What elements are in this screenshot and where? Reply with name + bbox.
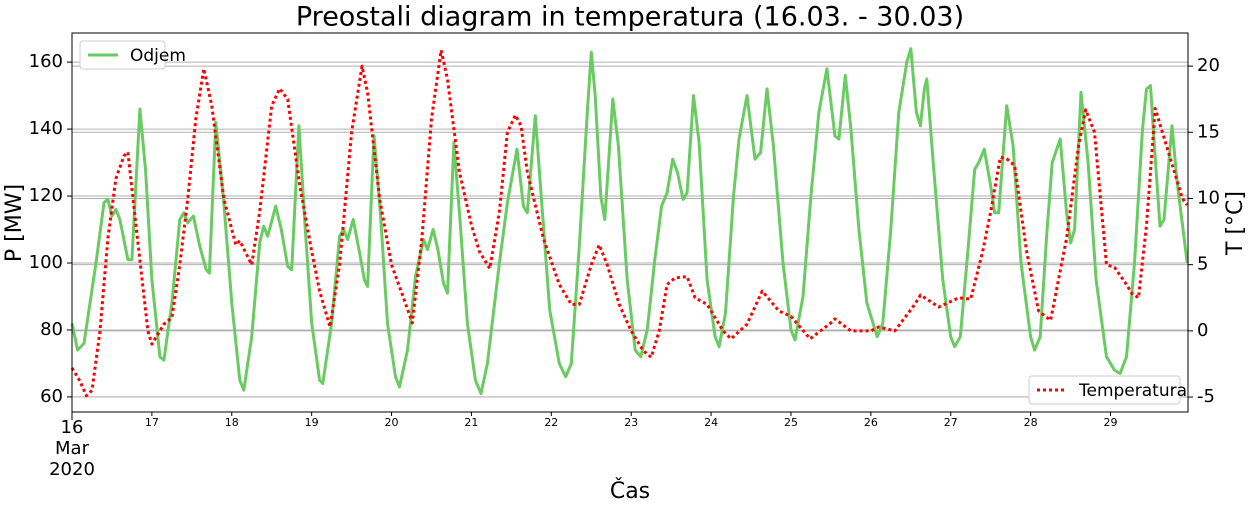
y2-tick-label: 0 [1197,320,1208,341]
x-tick-label: 24 [704,416,718,429]
y2-axis-label: T [°C] [1223,191,1248,256]
x-tick-label: 27 [944,416,958,429]
x-tick-label: 29 [1104,416,1118,429]
x-tick-label: 22 [544,416,558,429]
legend-label: Odjem [130,46,186,66]
y2-tick-label: 5 [1197,254,1208,275]
data-line [70,47,1189,396]
legend-label: Temperatura [1078,381,1187,401]
x-tick-label: 2020 [49,459,95,480]
x-tick-label: 20 [385,416,399,429]
x-tick-label: 17 [145,416,159,429]
plot-frame [71,32,1189,413]
x-tick-label: 25 [784,416,798,429]
y-tick-label: 120 [29,185,63,206]
y-tick-label: 140 [29,118,63,139]
y2-tick-label: 20 [1197,55,1220,76]
x-tick-label: 28 [1024,416,1038,429]
x-tick-label: 18 [225,416,239,429]
legend-box [1028,375,1181,405]
y2-tick-label: 10 [1197,187,1220,208]
x-tick-label: 23 [624,416,638,429]
x-tick-label: Mar [55,438,90,459]
y-tick-label: 160 [29,51,63,72]
y-tick-label: 80 [40,319,63,340]
y-tick-label: 60 [40,386,63,407]
x-tick-label: 21 [464,416,478,429]
x-tick-label: 19 [305,416,319,429]
x-tick-label: 26 [864,416,878,429]
x-axis-label: Čas [610,478,650,504]
legend: Temperatura [1028,375,1187,405]
y2-tick-label: -5 [1197,386,1215,407]
y-axis-label: P [MW] [2,184,27,262]
chart-title: Preostali diagram in temperatura (16.03.… [296,2,964,33]
data-line [70,48,1189,398]
y-tick-label: 100 [29,252,63,273]
legend-box [79,40,166,70]
y2-tick-label: 15 [1197,121,1220,142]
legend: Odjem [79,40,186,70]
x-tick-label: 16 [61,417,84,438]
